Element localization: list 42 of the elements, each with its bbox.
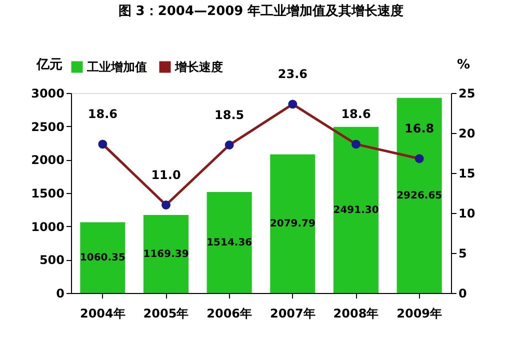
data-label: 1060.35 xyxy=(80,252,126,264)
x-tick-label: 2006年 xyxy=(206,306,252,320)
data-label: 11.0 xyxy=(151,168,181,182)
legend-label: 工业增加值 xyxy=(86,60,147,74)
chart-title: 图 3：2004—2009 年工业增加值及其增长速度 xyxy=(118,3,404,19)
data-label: 1514.36 xyxy=(206,238,252,249)
bar xyxy=(396,98,442,293)
y2-tick-label: 20 xyxy=(458,126,476,140)
data-label: 18.6 xyxy=(341,107,371,122)
bar xyxy=(334,126,378,293)
y2-tick-label: 10 xyxy=(458,206,476,220)
bar xyxy=(80,222,126,293)
data-label: 23.6 xyxy=(278,67,308,82)
bar xyxy=(270,154,316,293)
x-tick-label: 2007年 xyxy=(270,306,316,320)
y2-axis-title: % xyxy=(456,58,470,72)
x-tick-label: 2008年 xyxy=(333,306,379,320)
data-label: 18.5 xyxy=(214,108,244,122)
x-tick-label: 2009年 xyxy=(396,306,442,320)
legend-label: 增长速度 xyxy=(174,60,223,74)
x-tick-label: 2004年 xyxy=(80,306,126,320)
data-label: 2491.30 xyxy=(333,204,379,216)
y-tick-label: 1000 xyxy=(31,220,64,234)
y2-tick-label: 0 xyxy=(458,286,467,300)
y-tick-label: 500 xyxy=(39,253,64,268)
data-label: 1169.39 xyxy=(143,249,189,260)
y-tick-label: 1500 xyxy=(31,186,64,200)
data-label: 18.6 xyxy=(88,107,118,122)
y2-tick-label: 5 xyxy=(458,246,467,260)
data-label: 2926.65 xyxy=(396,190,442,202)
y-tick-label: 2000 xyxy=(31,153,64,168)
y-tick-label: 0 xyxy=(56,286,64,300)
y-axis-title: 亿元 xyxy=(36,58,62,72)
data-label: 2079.79 xyxy=(270,218,316,230)
bar xyxy=(144,215,188,293)
data-label: 16.8 xyxy=(404,122,434,136)
y-tick-label: 2500 xyxy=(31,120,64,134)
y2-tick-label: 15 xyxy=(458,166,476,180)
x-tick-label: 2005年 xyxy=(143,306,189,320)
y2-tick-label: 25 xyxy=(458,86,476,100)
bar xyxy=(206,192,252,293)
y-tick-label: 3000 xyxy=(31,86,64,100)
